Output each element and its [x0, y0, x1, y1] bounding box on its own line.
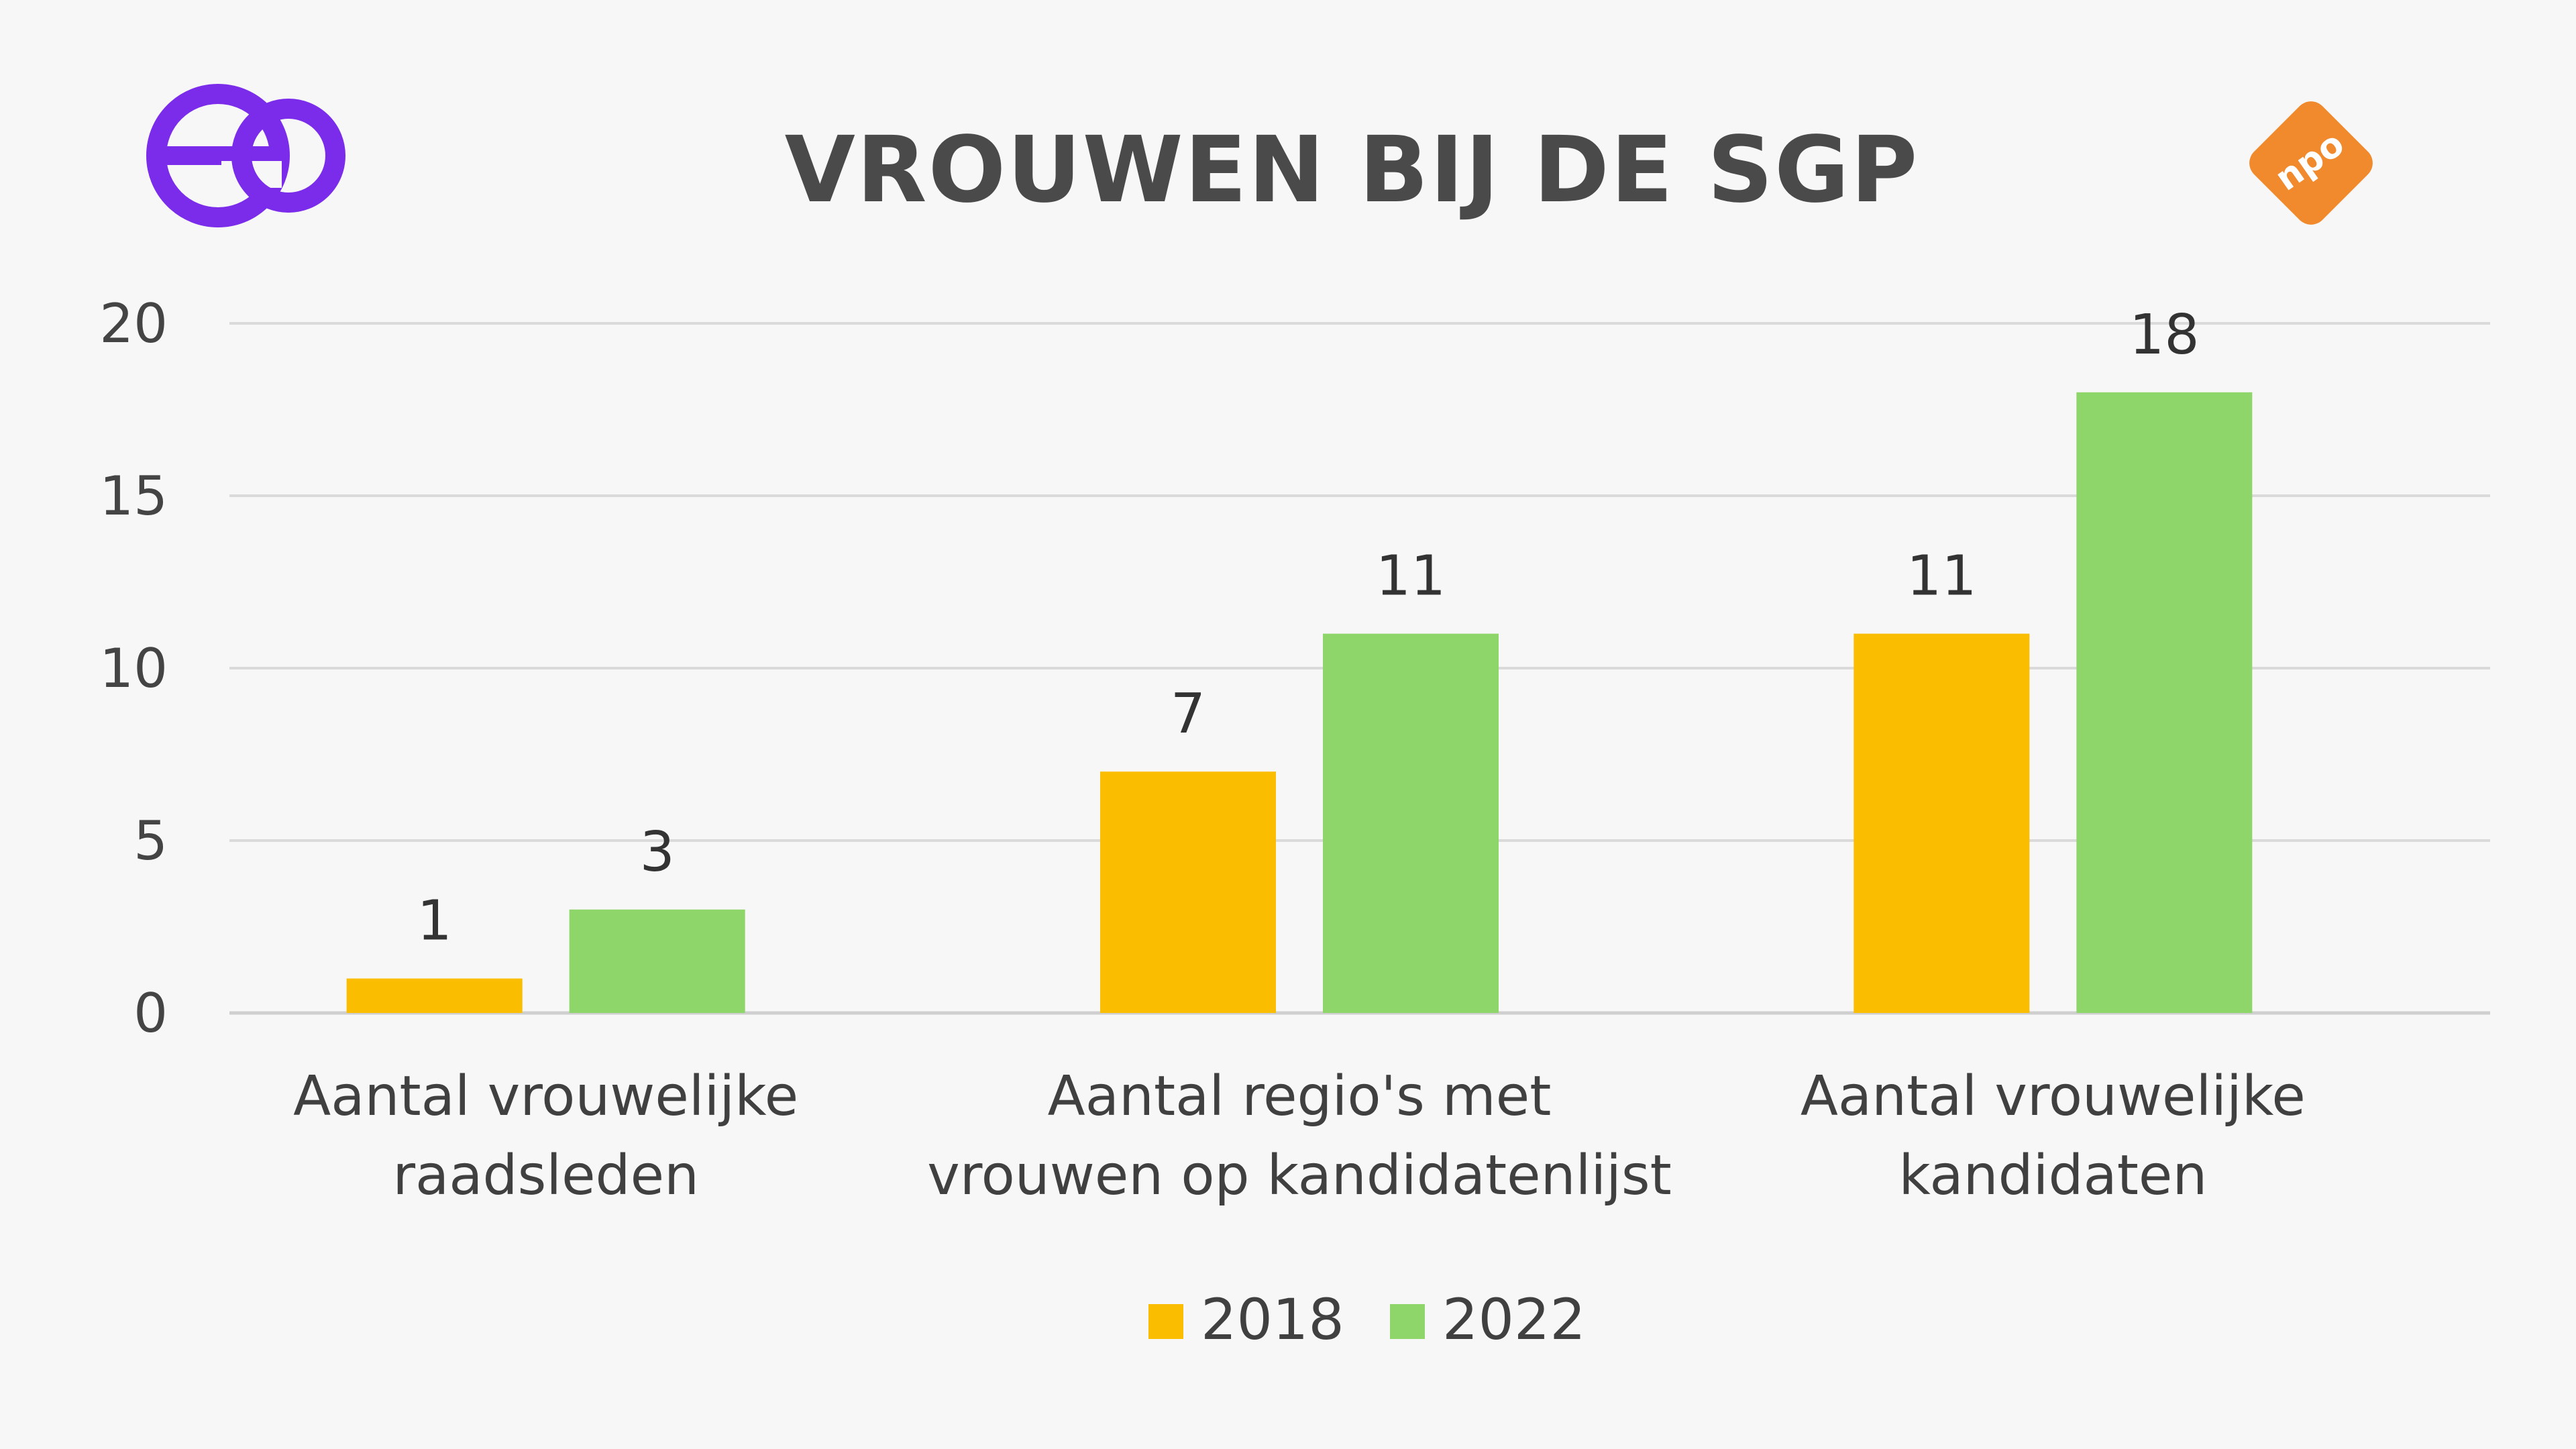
bar-2022-0 — [569, 909, 745, 1013]
y-tick-label: 20 — [99, 292, 168, 355]
data-labels: 1 3 7 11 11 18 — [417, 303, 2200, 953]
legend-swatch-2018 — [1148, 1304, 1183, 1339]
legend-swatch-2022 — [1390, 1304, 1425, 1339]
data-label: 11 — [1376, 545, 1446, 608]
category-label: kandidaten — [1898, 1144, 2207, 1208]
y-tick-label: 0 — [133, 982, 168, 1044]
data-label: 11 — [1907, 545, 1976, 608]
category-label: vrouwen op kandidatenlijst — [927, 1144, 1672, 1208]
y-tick-label: 10 — [99, 637, 168, 700]
data-label: 1 — [417, 890, 452, 953]
category-label: Aantal vrouwelijke — [293, 1065, 798, 1128]
category-label: raadsleden — [392, 1144, 699, 1208]
bar-2018-2 — [1854, 633, 2030, 1013]
data-label: 18 — [2129, 303, 2199, 367]
legend-label[interactable]: 2022 — [1442, 1287, 1586, 1352]
npo-logo: npo — [2249, 101, 2373, 225]
category-label: Aantal vrouwelijke — [1801, 1065, 2306, 1128]
bar-2018-0 — [346, 978, 523, 1013]
legend-label[interactable]: 2018 — [1201, 1287, 1344, 1352]
category-label: Aantal regio's met — [1048, 1065, 1552, 1128]
bars — [346, 392, 2253, 1013]
bar-2022-2 — [2076, 392, 2253, 1013]
chart-title: VROUWEN BIJ DE SGP — [785, 117, 1919, 223]
data-label: 3 — [640, 820, 675, 884]
eo-logo — [146, 84, 345, 227]
y-axis: 0 5 10 15 20 — [99, 292, 168, 1044]
x-axis-categories: Aantal vrouwelijke raadsleden Aantal regio… — [293, 1065, 2306, 1208]
data-label: 7 — [1171, 682, 1205, 746]
y-tick-label: 15 — [99, 465, 168, 527]
y-tick-label: 5 — [133, 810, 168, 872]
bar-2018-1 — [1100, 771, 1276, 1013]
bar-2022-1 — [1323, 633, 1499, 1013]
legend[interactable]: 2018 2022 — [1148, 1287, 1586, 1352]
